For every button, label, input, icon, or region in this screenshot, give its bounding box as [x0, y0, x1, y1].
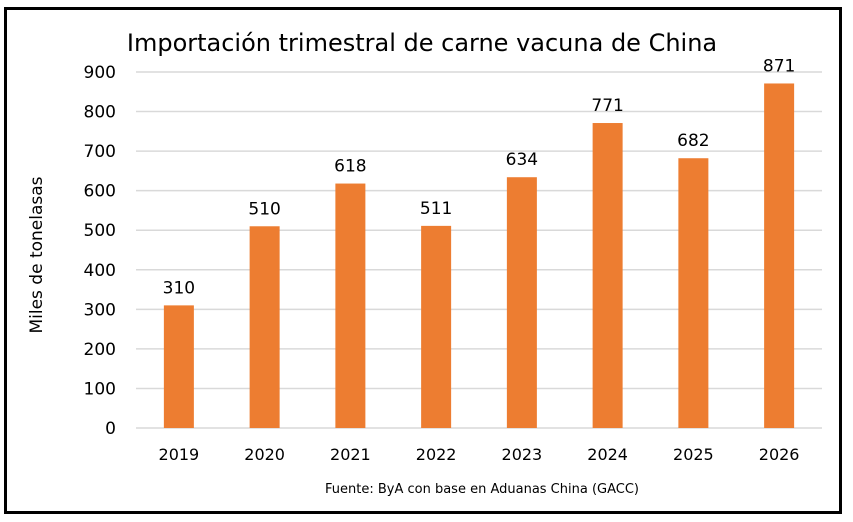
data-label: 618: [334, 157, 366, 177]
x-tick-label: 2021: [330, 445, 371, 464]
data-label: 510: [248, 199, 280, 219]
bar-2019: [163, 305, 194, 428]
y-tick-label: 800: [84, 103, 116, 123]
y-tick-label: 500: [84, 221, 116, 241]
y-tick-label: 400: [84, 261, 116, 281]
x-tick-label: 2023: [502, 445, 543, 464]
y-axis-label: Miles de tonelasas: [27, 176, 47, 333]
chart-border: [4, 7, 842, 514]
y-tick-label: 700: [84, 142, 116, 162]
bar-2024: [592, 123, 623, 428]
x-tick-label: 2019: [159, 445, 200, 464]
x-tick-label: 2025: [673, 445, 714, 464]
y-tick-label: 600: [84, 182, 116, 202]
bar-2025: [678, 158, 709, 428]
x-tick-label: 2022: [416, 445, 457, 464]
bar-2022: [421, 225, 452, 428]
x-tick-label: 2024: [587, 445, 628, 464]
source-note: Fuente: ByA con base en Aduanas China (G…: [325, 482, 639, 497]
y-tick-label: 0: [105, 419, 116, 439]
data-label: 511: [420, 199, 452, 219]
data-label: 871: [763, 56, 795, 76]
data-label: 771: [591, 96, 623, 116]
bar-2026: [764, 83, 795, 429]
bar-2023: [506, 177, 537, 428]
chart-title: Importación trimestral de carne vacuna d…: [127, 29, 717, 57]
data-label: 634: [506, 150, 538, 170]
data-label: 682: [677, 131, 709, 151]
y-tick-label: 200: [84, 340, 116, 360]
x-tick-label: 2020: [244, 445, 285, 464]
bar-2021: [335, 183, 366, 428]
y-tick-label: 300: [84, 300, 116, 320]
data-label: 310: [163, 278, 195, 298]
x-tick-label: 2026: [759, 445, 800, 464]
bar-2020: [249, 226, 280, 428]
y-tick-label: 900: [84, 63, 116, 83]
y-tick-label: 100: [84, 379, 116, 399]
